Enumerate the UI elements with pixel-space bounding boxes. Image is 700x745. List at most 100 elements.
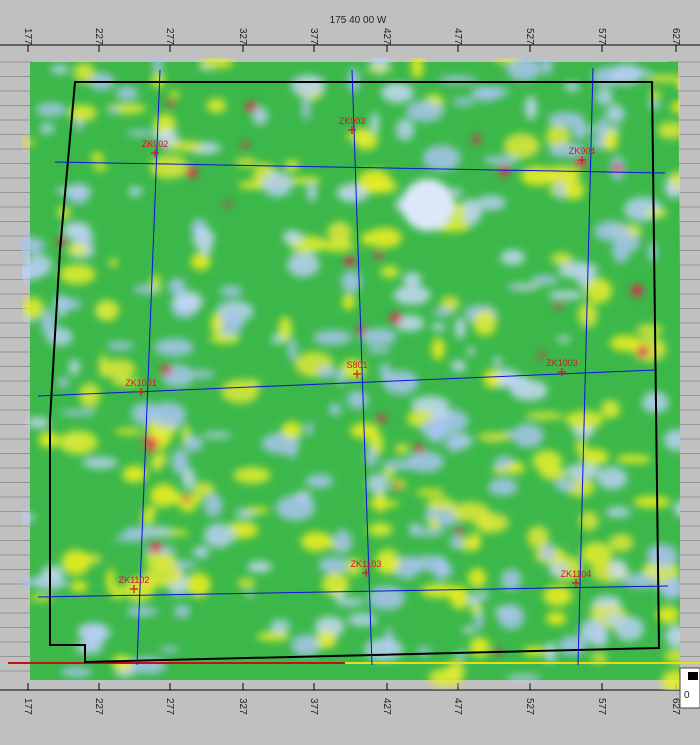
amplitude-blob	[155, 452, 167, 465]
amplitude-blob	[473, 310, 497, 337]
amplitude-blob	[316, 630, 337, 649]
amplitude-blob	[462, 626, 476, 634]
amplitude-blob	[428, 668, 464, 687]
amplitude-blob	[483, 369, 501, 389]
amplitude-blob	[395, 118, 415, 141]
amplitude-blob	[126, 606, 158, 617]
amplitude-blob	[545, 611, 567, 626]
amplitude-blob	[579, 511, 599, 531]
amplitude-blob	[544, 642, 557, 663]
amplitude-blob	[284, 177, 322, 185]
hot-spot	[538, 352, 546, 359]
amplitude-blob	[469, 602, 482, 615]
amplitude-blob	[605, 506, 631, 518]
amplitude-blob	[415, 489, 446, 497]
amplitude-blob	[657, 605, 680, 625]
amplitude-blob	[597, 466, 628, 490]
amplitude-blob	[598, 116, 608, 140]
amplitude-blob	[22, 297, 44, 320]
hot-spot	[636, 345, 649, 358]
amplitude-blob	[186, 572, 211, 598]
amplitude-blob	[109, 257, 118, 268]
bottom-tick-label: 627	[670, 698, 681, 715]
well-label: ZK902	[142, 139, 169, 149]
well-marker	[578, 156, 586, 164]
amplitude-blob	[428, 517, 440, 531]
amplitude-blob	[409, 555, 449, 572]
amplitude-blob	[468, 568, 487, 588]
amplitude-blob	[588, 605, 624, 615]
amplitude-blob	[635, 324, 664, 336]
amplitude-blob	[646, 74, 680, 83]
amplitude-blob	[316, 366, 337, 379]
amplitude-blob	[150, 401, 187, 428]
bottom-tick-label: 477	[452, 698, 463, 715]
amplitude-blob	[431, 337, 445, 361]
amplitude-blob	[663, 649, 680, 664]
amplitude-blob	[61, 666, 92, 678]
amplitude-blob	[500, 568, 522, 591]
amplitude-blob	[478, 591, 489, 600]
amplitude-blob	[106, 341, 134, 351]
amplitude-blob	[450, 534, 464, 550]
amplitude-blob	[657, 121, 680, 139]
amplitude-blob	[189, 369, 215, 379]
amplitude-blob	[113, 535, 148, 542]
amplitude-blob	[169, 90, 180, 99]
amplitude-blob	[167, 140, 203, 152]
amplitude-blob	[341, 270, 362, 293]
amplitude-blob	[606, 104, 625, 124]
amplitude-blob	[270, 619, 291, 634]
amplitude-blob	[168, 278, 187, 296]
hot-spot	[161, 364, 172, 376]
well-marker	[362, 569, 370, 577]
amplitude-blob	[305, 473, 334, 489]
amplitude-blob	[22, 139, 37, 146]
amplitude-blob	[608, 533, 634, 552]
amplitude-blob	[663, 575, 678, 601]
top-tick-label: 177	[22, 28, 33, 45]
hot-spot	[374, 250, 383, 259]
amplitude-blob	[380, 265, 400, 278]
bottom-tick-label: 527	[524, 698, 535, 715]
amplitude-blob	[281, 421, 303, 439]
amplitude-blob	[210, 312, 223, 335]
amplitude-blob	[154, 338, 194, 357]
hot-spot	[182, 494, 191, 503]
amplitude-blob	[305, 421, 314, 436]
amplitude-blob	[360, 328, 397, 346]
amplitude-blob	[26, 417, 50, 429]
amplitude-blob	[237, 578, 256, 588]
well-marker	[151, 149, 159, 157]
amplitude-blob	[22, 236, 45, 255]
amplitude-blob	[275, 495, 316, 521]
survey-line	[136, 69, 161, 666]
amplitude-blob	[252, 106, 268, 126]
well-label: ZK1103	[351, 559, 382, 569]
amplitude-blob	[25, 253, 53, 277]
amplitude-blob	[578, 302, 598, 328]
amplitude-blob	[422, 145, 461, 172]
amplitude-blob	[364, 638, 404, 662]
amplitude-blob	[46, 327, 73, 347]
amplitude-blob	[411, 528, 446, 537]
amplitude-blob	[548, 290, 584, 300]
amplitude-blob	[483, 155, 520, 165]
amplitude-blob	[327, 221, 352, 245]
amplitude-blob	[547, 111, 585, 128]
amplitude-blob	[558, 635, 587, 656]
amplitude-blob	[38, 431, 60, 448]
hot-spot	[393, 482, 401, 490]
amplitude-blob	[348, 68, 360, 93]
amplitude-blob	[367, 522, 393, 537]
amplitude-blob	[370, 112, 380, 134]
survey-line	[37, 585, 669, 598]
survey-line	[577, 67, 594, 666]
amplitude-blob	[126, 129, 155, 137]
amplitude-blob	[366, 500, 400, 508]
hot-spot	[414, 443, 424, 454]
top-tick-label: 427	[381, 28, 392, 45]
amplitude-blob	[411, 58, 424, 79]
amplitude-blob	[141, 509, 155, 526]
